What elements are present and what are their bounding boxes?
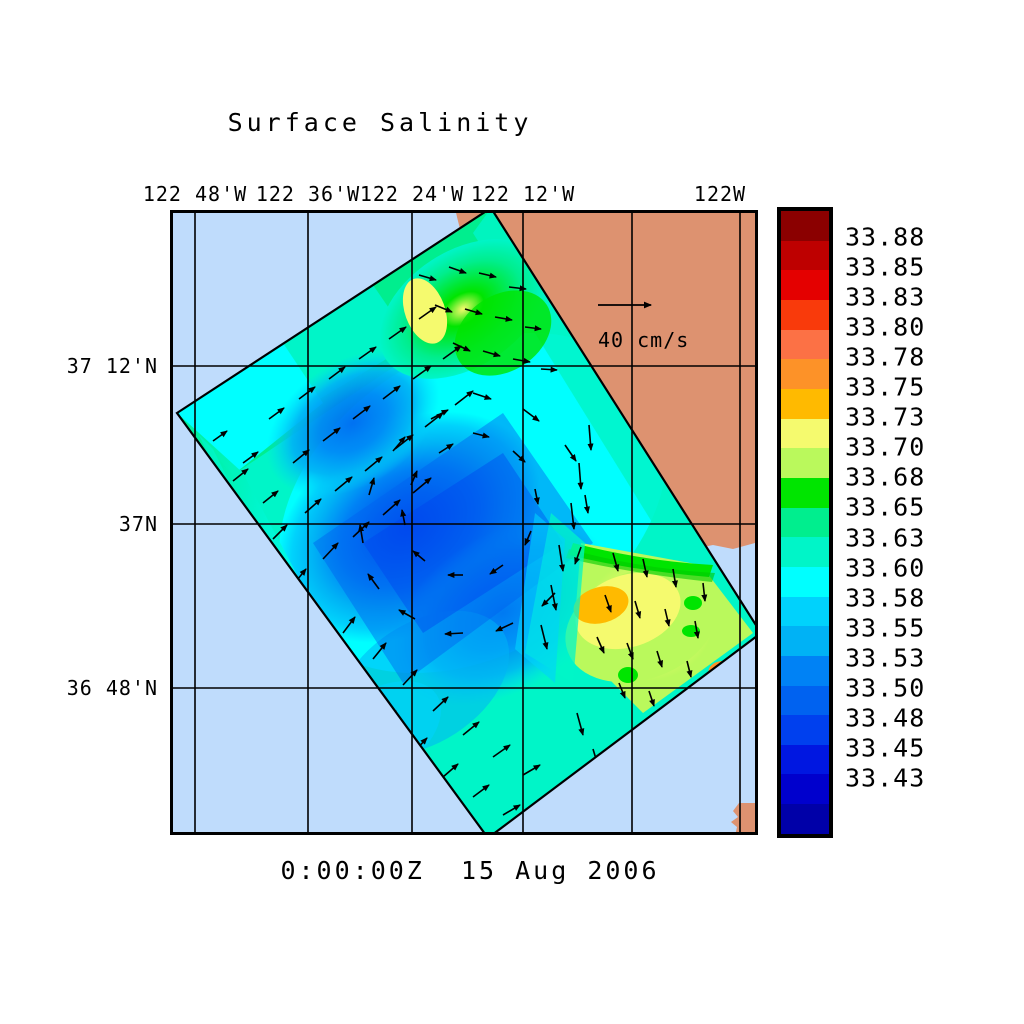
map-gridlines (173, 213, 755, 832)
salinity-map (173, 213, 755, 832)
lat-tick-0: 37 12'N (66, 354, 158, 378)
colorbar-label-3: 33.80 (845, 312, 926, 342)
colorbar-swatch-3 (781, 299, 829, 330)
colorbar-label-17: 33.45 (845, 733, 926, 763)
colorbar-swatch-9 (781, 477, 829, 508)
lat-tick-2: 36 48'N (66, 676, 158, 700)
colorbar-swatch-12 (781, 566, 829, 597)
colorbar-label-6: 33.73 (845, 402, 926, 432)
colorbar-swatch-10 (781, 507, 829, 538)
colorbar-swatch-20 (781, 804, 829, 834)
timestamp: 0:00:00Z 15 Aug 2006 (280, 856, 660, 885)
colorbar-swatch-16 (781, 685, 829, 716)
lon-tick-4: 122W (693, 182, 747, 206)
colorbar-label-13: 33.55 (845, 613, 926, 643)
colorbar-label-5: 33.75 (845, 372, 926, 402)
lon-tick-1: 122 36'W (255, 182, 361, 206)
colorbar-label-2: 33.83 (845, 282, 926, 312)
colorbar-label-9: 33.65 (845, 492, 926, 522)
colorbar-swatch-18 (781, 744, 829, 775)
lon-tick-0: 122 48'W (142, 182, 248, 206)
colorbar-swatch-6 (781, 388, 829, 419)
model-domain-outline (175, 213, 755, 832)
lat-tick-1: 37N (118, 512, 158, 536)
colorbar-label-10: 33.63 (845, 523, 926, 553)
colorbar-label-11: 33.60 (845, 553, 926, 583)
colorbar-swatch-2 (781, 270, 829, 300)
colorbar-swatch-14 (781, 626, 829, 656)
colorbar-label-12: 33.58 (845, 583, 926, 613)
colorbar-label-0: 33.88 (845, 222, 926, 252)
lon-tick-3: 122 12'W (470, 182, 576, 206)
colorbar-swatch-13 (781, 596, 829, 627)
vector-scale-label: 40 cm/s (598, 328, 690, 352)
colorbar-swatch-7 (781, 418, 829, 449)
colorbar-label-8: 33.68 (845, 462, 926, 492)
colorbar-swatch-15 (781, 655, 829, 686)
colorbar-label-4: 33.78 (845, 342, 926, 372)
lon-tick-2: 122 24'W (359, 182, 465, 206)
colorbar-label-14: 33.53 (845, 643, 926, 673)
colorbar-swatch-5 (781, 359, 829, 389)
colorbar-label-18: 33.43 (845, 763, 926, 793)
colorbar-swatch-11 (781, 537, 829, 567)
colorbar-swatch-19 (781, 774, 829, 805)
colorbar-swatch-1 (781, 240, 829, 271)
colorbar-swatch-8 (781, 448, 829, 478)
colorbar-label-1: 33.85 (845, 252, 926, 282)
page-title: Surface Salinity (227, 108, 533, 137)
colorbar-label-7: 33.70 (845, 432, 926, 462)
colorbar-labels: 33.88 33.85 33.83 33.80 33.78 33.75 33.73 33.70… (845, 207, 965, 838)
colorbar[interactable] (777, 207, 833, 838)
colorbar-swatch-0 (781, 211, 829, 241)
map-panel[interactable]: 40 cm/s (170, 210, 758, 835)
colorbar-label-15: 33.50 (845, 673, 926, 703)
colorbar-swatch-17 (781, 715, 829, 745)
colorbar-label-16: 33.48 (845, 703, 926, 733)
colorbar-swatch-4 (781, 329, 829, 360)
